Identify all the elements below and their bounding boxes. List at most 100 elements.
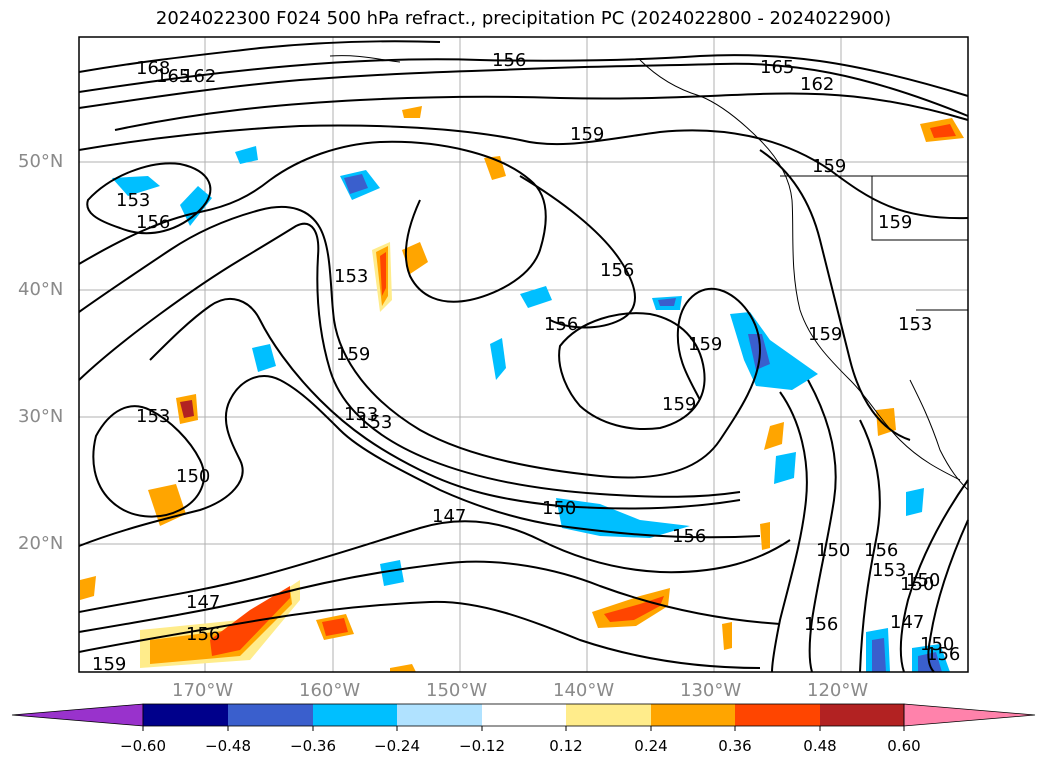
lat-label-40n: 40°N <box>18 279 64 300</box>
contour-label: 153 <box>136 406 170 427</box>
contour-label: 156 <box>672 526 706 547</box>
lon-label-140w: 140°W <box>553 680 615 701</box>
contour-label: 156 <box>186 624 220 645</box>
colorbar-segment <box>651 704 735 726</box>
contour-label: 159 <box>570 124 604 145</box>
map-frame <box>78 36 969 673</box>
contour-label: 150 <box>176 466 210 487</box>
precip-area <box>344 174 368 194</box>
colorbar-tick-label: 0.60 <box>887 737 921 755</box>
precipitation-fill <box>80 106 964 672</box>
precip-area <box>180 400 194 418</box>
contour-label: 147 <box>186 592 220 613</box>
precip-area <box>764 422 784 450</box>
precip-area <box>872 638 886 672</box>
colorbar-tick-label: 0.48 <box>803 737 837 755</box>
contour-label: 153 <box>898 314 932 335</box>
colorbar-segment <box>143 704 228 726</box>
contour-label: 147 <box>890 612 924 633</box>
precip-area <box>774 452 796 484</box>
colorbar-tick-label: 0.36 <box>718 737 752 755</box>
contour-label: 156 <box>544 314 578 335</box>
contour-label: 159 <box>662 394 696 415</box>
precip-area <box>760 522 770 550</box>
contour-label: 159 <box>812 156 846 177</box>
contour-label: 150 <box>900 574 934 595</box>
contour-label: 153 <box>872 560 906 581</box>
contour-label: 156 <box>136 212 170 233</box>
precip-area <box>380 560 404 586</box>
precip-area <box>235 146 258 164</box>
precip-area <box>150 588 292 664</box>
precip-area <box>390 664 416 672</box>
contour-label: 156 <box>804 614 838 635</box>
contour-label: 156 <box>600 260 634 281</box>
contour-label: 162 <box>182 66 216 87</box>
precip-area <box>322 618 348 636</box>
contour-label: 156 <box>926 644 960 665</box>
colorbar-segment <box>566 704 651 726</box>
lon-label-130w: 130°W <box>680 680 742 701</box>
colorbar-segment <box>482 704 566 726</box>
contour-label: 156 <box>492 50 526 71</box>
precip-area <box>490 338 506 380</box>
contour-label: 150 <box>906 570 940 591</box>
precip-area <box>402 242 428 274</box>
precip-area <box>380 252 386 296</box>
lon-label-120w: 120°W <box>807 680 869 701</box>
lon-label-150w: 150°W <box>426 680 488 701</box>
precip-area <box>180 186 212 226</box>
precip-area <box>930 124 956 138</box>
precip-area <box>520 286 552 308</box>
colorbar-segment <box>313 704 397 726</box>
colorbar-extend-left <box>11 703 144 727</box>
colorbar-tick-label: −0.60 <box>120 737 166 755</box>
contour-label: 168 <box>136 58 170 79</box>
lat-label-30n: 30°N <box>18 406 64 427</box>
precip-area <box>252 344 276 372</box>
precip-area <box>722 622 732 650</box>
contour-label: 159 <box>336 344 370 365</box>
contour-label: 153 <box>334 266 368 287</box>
contour-label: 153 <box>344 404 378 425</box>
colorbar-segment <box>735 704 820 726</box>
contour-label: 150 <box>542 498 576 519</box>
contour-label: 159 <box>688 334 722 355</box>
graticule <box>79 37 968 672</box>
contour-label-group: 168 165 162 156 165 162 159 159 159 153 … <box>92 50 960 675</box>
contour-label: 150 <box>920 634 954 655</box>
contour-label: 147 <box>432 506 466 527</box>
lat-label-50n: 50°N <box>18 151 64 172</box>
colorbar-tick-label: 0.24 <box>634 737 668 755</box>
colorbar-segment <box>228 704 313 726</box>
colorbar-extend-right <box>903 703 1036 727</box>
lat-label-20n: 20°N <box>18 533 64 554</box>
colorbar-tick-label: −0.24 <box>374 737 420 755</box>
contour-label: 165 <box>156 66 190 87</box>
colorbar-tick-label: 0.12 <box>549 737 583 755</box>
contour-label: 159 <box>92 654 126 675</box>
contour-label: 153 <box>116 190 150 211</box>
contour-label: 150 <box>816 540 850 561</box>
precip-area <box>80 576 96 600</box>
colorbar-tick-label: −0.48 <box>205 737 251 755</box>
map-title: 2024022300 F024 500 hPa refract., precip… <box>155 8 892 29</box>
precip-area <box>730 312 818 390</box>
contour-label: 159 <box>878 212 912 233</box>
contour-label: 165 <box>760 57 794 78</box>
precip-area <box>906 488 924 516</box>
precip-area <box>112 176 160 196</box>
precip-area <box>402 106 422 118</box>
contour-label: 159 <box>808 324 842 345</box>
colorbar <box>11 703 1036 731</box>
refractivity-contours <box>78 40 969 673</box>
contour-label: 153 <box>358 412 392 433</box>
colorbar-segment <box>397 704 482 726</box>
precip-area <box>148 484 186 526</box>
lon-label-170w: 170°W <box>172 680 234 701</box>
precip-area <box>658 298 676 306</box>
colorbar-tick-label: −0.36 <box>290 737 336 755</box>
colorbar-tick-label: −0.12 <box>459 737 505 755</box>
lon-label-160w: 160°W <box>299 680 361 701</box>
